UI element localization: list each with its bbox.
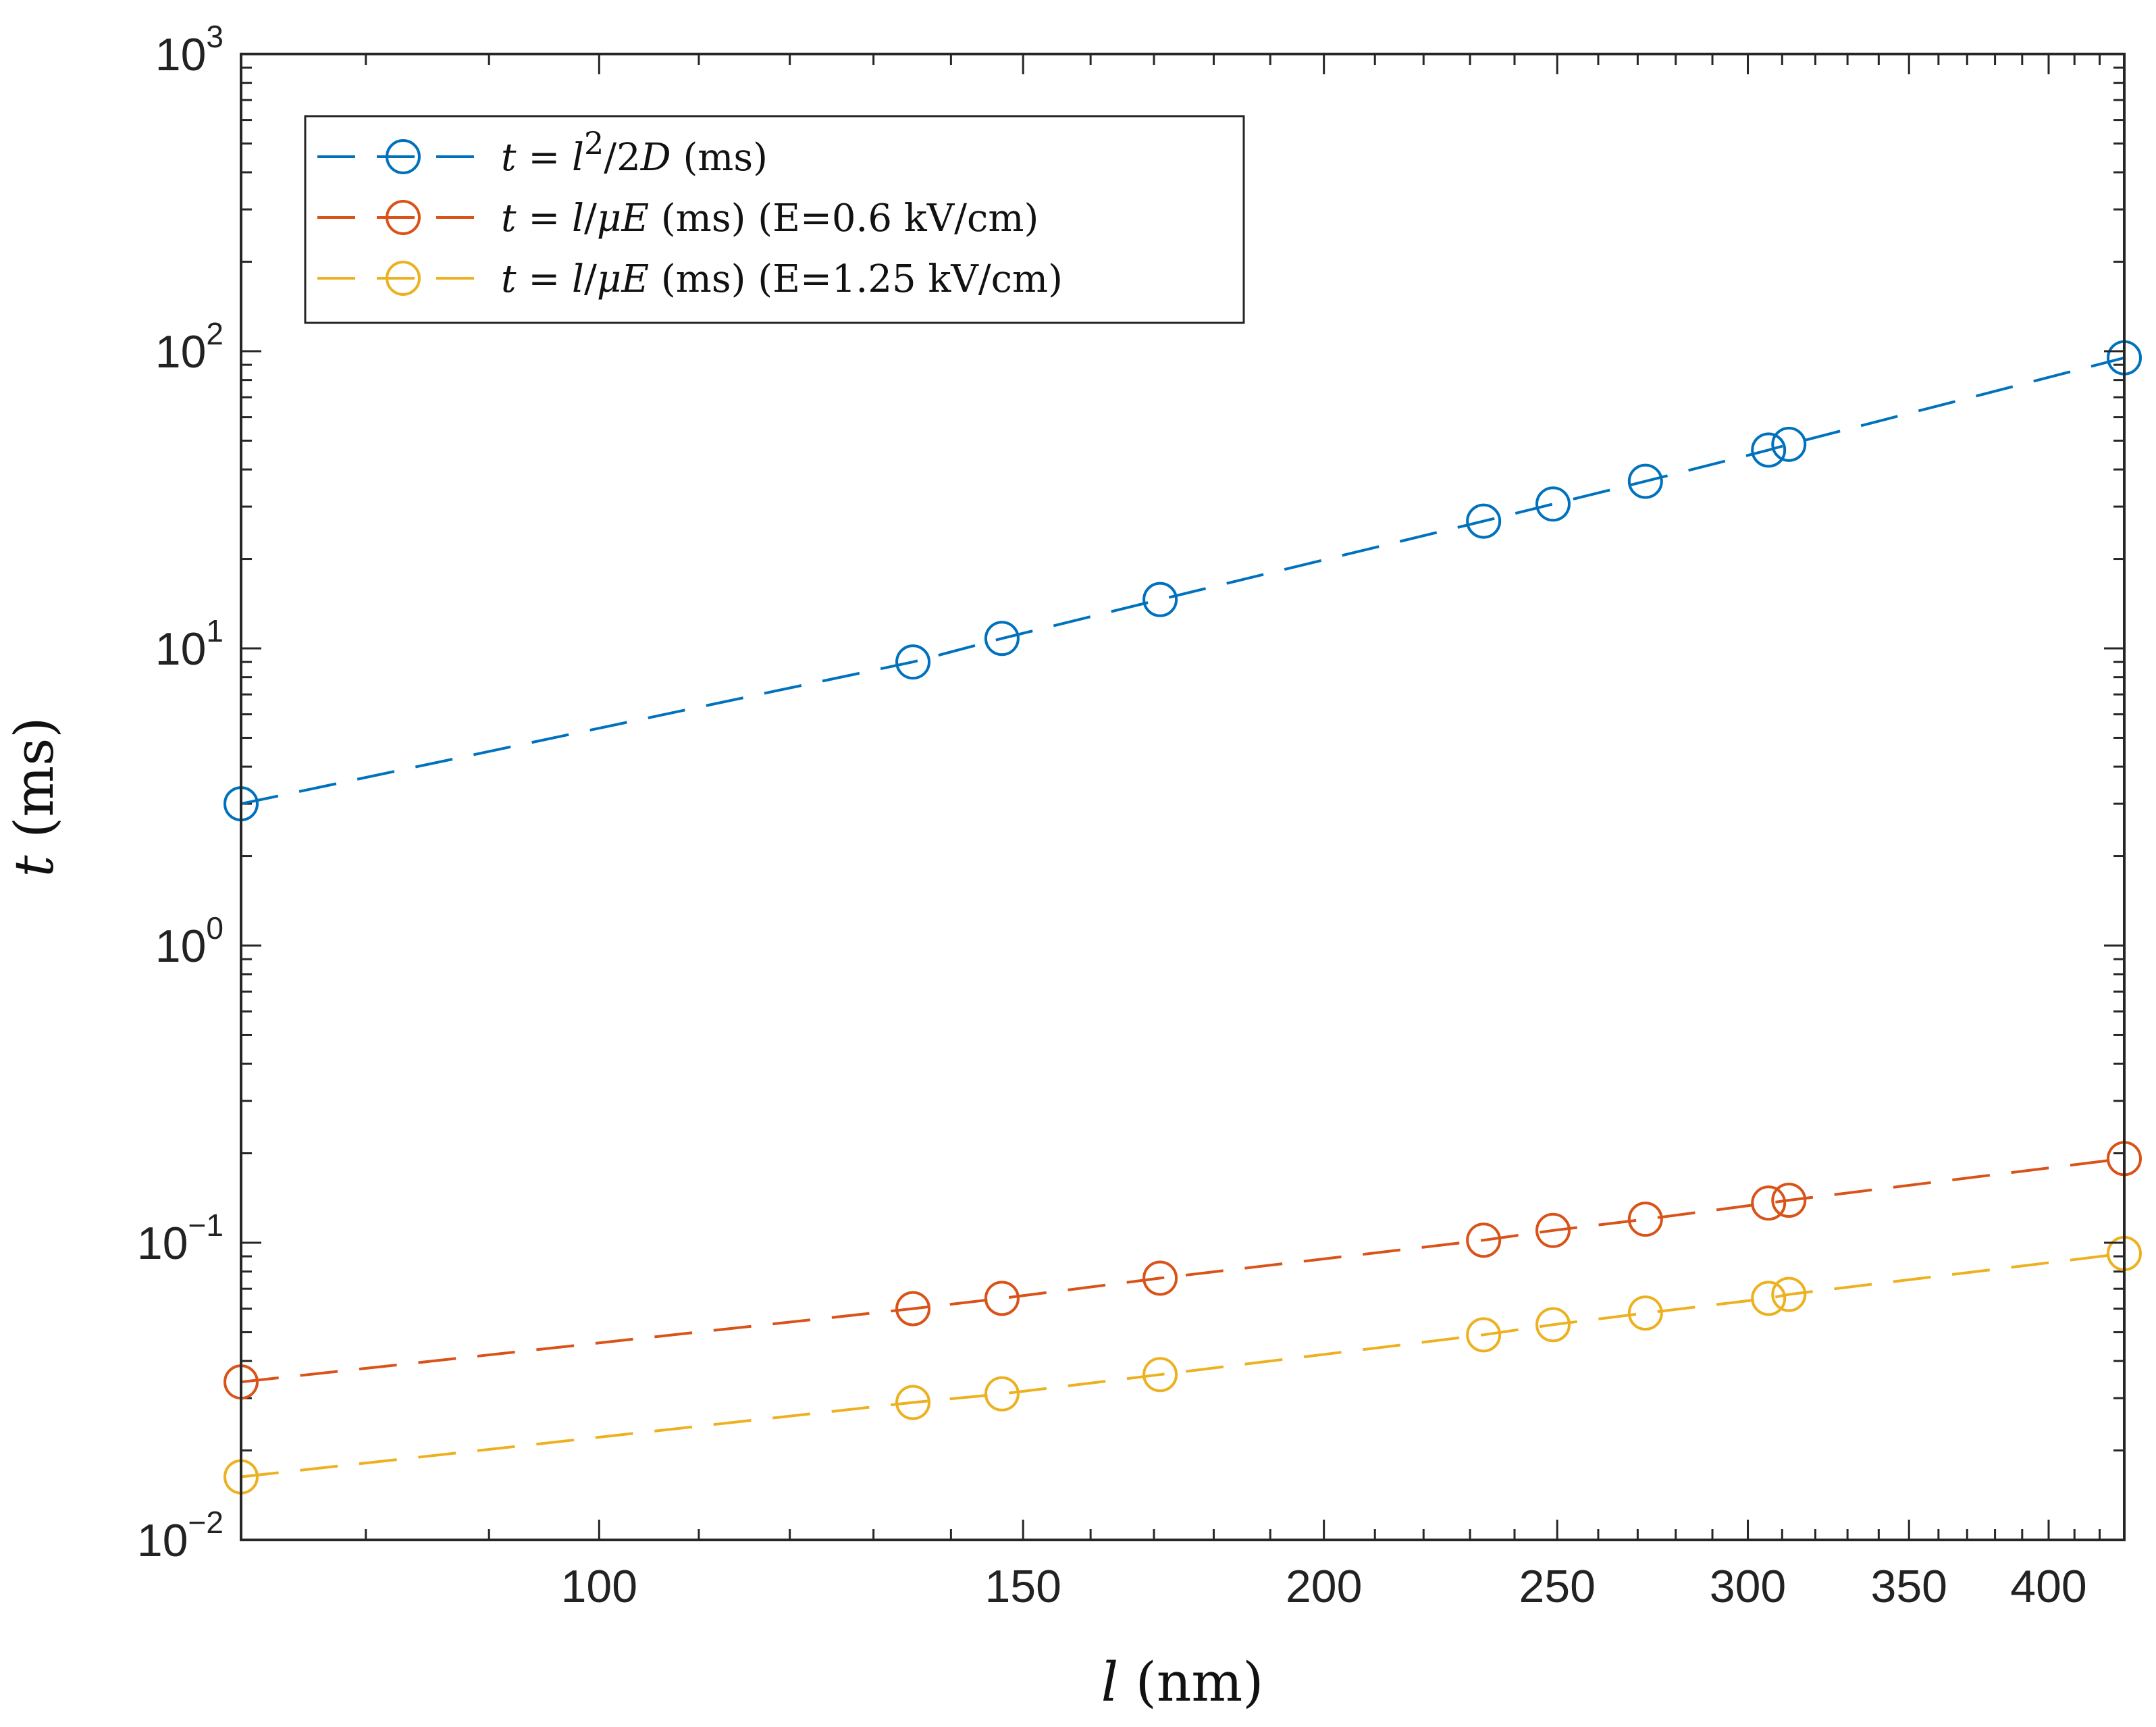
data-point: [1751, 1281, 1787, 1316]
data-point: [1535, 486, 1571, 522]
legend-marker: [386, 200, 421, 235]
data-point: [1771, 1183, 1807, 1218]
data-point: [1627, 1202, 1663, 1237]
x-tick-label: 400: [2010, 1561, 2086, 1612]
data-point: [1535, 1212, 1571, 1248]
data-point: [1771, 1277, 1807, 1312]
data-point: [895, 644, 931, 680]
x-tick-label: 100: [561, 1561, 637, 1612]
series-line: [240, 356, 2125, 806]
y-tick-label: 101: [155, 613, 224, 675]
legend: t = l2/2D (ms) t = l/μE (ms) (E=0.6 kV/cm…: [304, 115, 1245, 324]
y-tick-label: 10−2: [137, 1505, 224, 1566]
y-axis-title: t (ms): [3, 717, 65, 877]
plot-frame: [240, 53, 2126, 1541]
series-line: [240, 1157, 2125, 1384]
x-axis-title: l (nm): [1101, 1651, 1264, 1713]
x-axis: 100 150 200 250 300 350 400: [561, 54, 2087, 1612]
data-point: [984, 1281, 1020, 1316]
y-axis: 10−2 10−1 100 101 102 103: [137, 19, 2124, 1566]
data-point: [1466, 503, 1502, 539]
y-tick-label: 103: [155, 19, 224, 80]
data-point: [1771, 426, 1807, 462]
legend-label: t = l/μE (ms) (E=0.6 kV/cm): [501, 197, 1038, 240]
y-tick-label: 100: [155, 910, 224, 972]
y-tick-label: 10−1: [137, 1208, 224, 1269]
data-point: [1751, 1185, 1787, 1221]
data-point: [1142, 1260, 1178, 1296]
data-point: [1142, 1357, 1178, 1393]
x-tick-label: 150: [984, 1561, 1061, 1612]
legend-marker: [386, 139, 421, 174]
legend-box: [304, 115, 1245, 324]
legend-label: t = l/μE (ms) (E=1.25 kV/cm): [501, 257, 1063, 301]
data-point: [1627, 463, 1663, 499]
x-tick-label: 250: [1519, 1561, 1595, 1612]
legend-marker: [386, 261, 421, 296]
series-layer: [224, 340, 2142, 1495]
data-point: [984, 1376, 1020, 1412]
data-point: [1466, 1317, 1502, 1353]
data-point: [895, 1291, 931, 1326]
data-point: [1627, 1295, 1663, 1331]
minor-ticks: [241, 54, 2124, 1540]
x-tick-label: 300: [1710, 1561, 1786, 1612]
data-point: [1751, 432, 1787, 468]
series-line: [240, 1252, 2125, 1478]
data-point: [984, 621, 1020, 656]
x-tick-label: 200: [1286, 1561, 1362, 1612]
legend-label: t = l2/2D (ms): [501, 125, 768, 180]
y-tick-label: 102: [155, 316, 224, 378]
x-tick-label: 350: [1871, 1561, 1947, 1612]
data-point: [1142, 582, 1178, 617]
data-point: [1535, 1307, 1571, 1343]
data-point: [1466, 1222, 1502, 1258]
data-point: [895, 1385, 931, 1420]
